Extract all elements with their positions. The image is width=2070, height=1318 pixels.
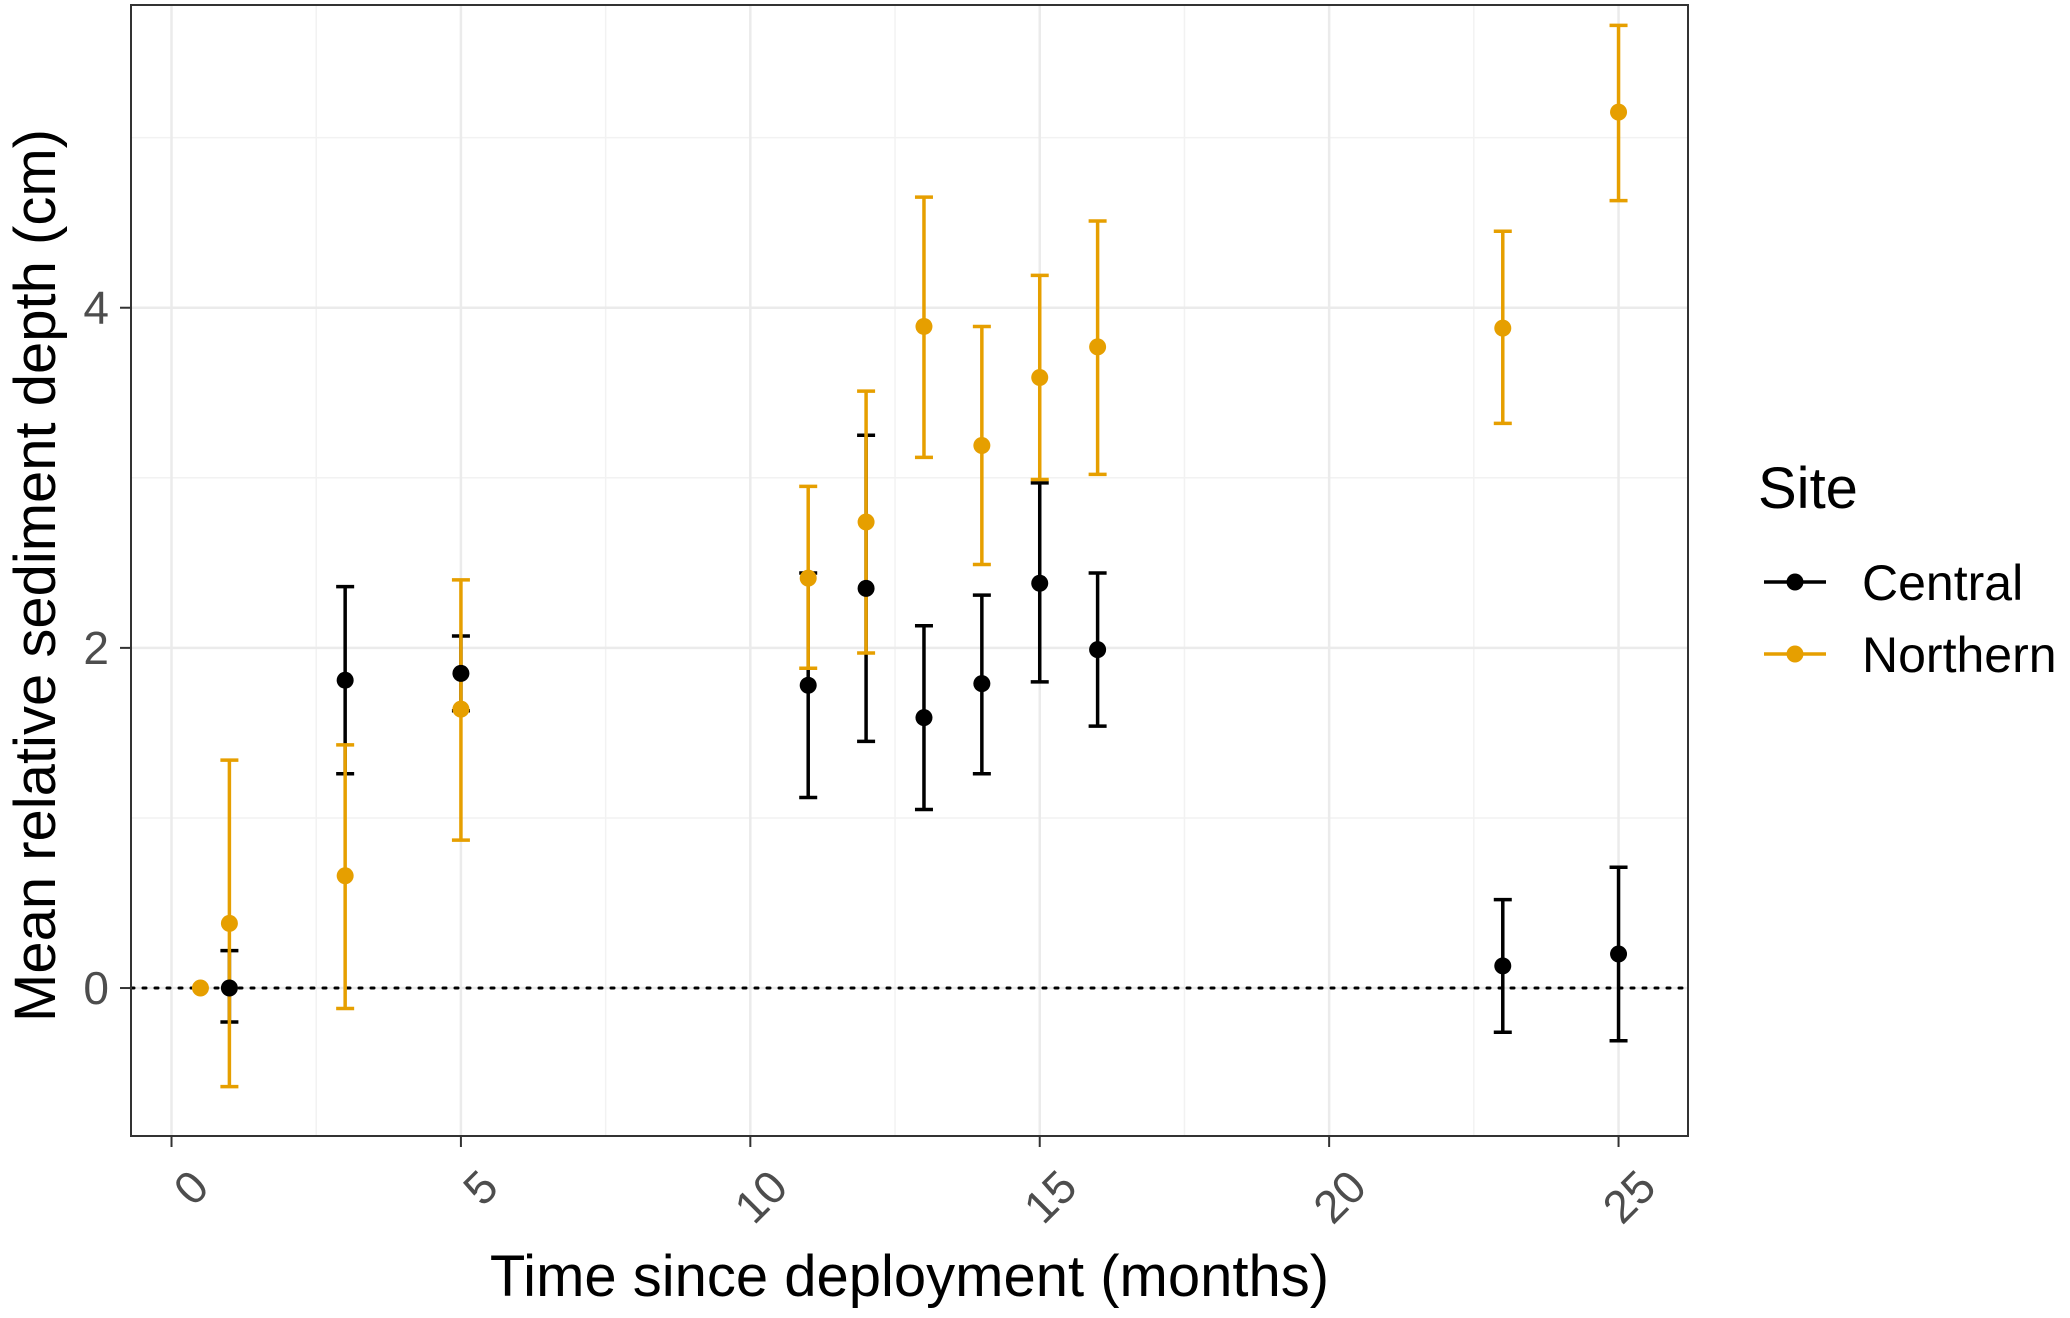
y-tick-label: 0 (83, 962, 109, 1014)
panel-border (130, 4, 1689, 1137)
y-tick-label: 2 (83, 622, 109, 674)
data-point-central (915, 709, 933, 727)
data-point-central (973, 675, 991, 693)
data-point-central (857, 579, 875, 597)
data-point-northern (1089, 338, 1107, 356)
data-point-northern (220, 914, 238, 932)
data-point-central (1089, 641, 1107, 659)
data-point-northern (336, 867, 354, 885)
point-layer (191, 103, 1628, 997)
data-point-central (1031, 574, 1049, 592)
x-tick-label: 10 (724, 1160, 797, 1233)
data-point-northern (452, 700, 470, 718)
x-tick-label: 15 (1014, 1160, 1087, 1233)
data-point-central (220, 979, 238, 997)
x-tick-label: 5 (453, 1160, 508, 1215)
x-axis-title: Time since deployment (months) (490, 1244, 1329, 1309)
grid-layer (131, 5, 1688, 1136)
data-point-northern (915, 317, 933, 335)
data-point-northern (973, 436, 991, 454)
legend-items: Central Northern (1764, 555, 2057, 683)
x-tick-label: 25 (1592, 1160, 1665, 1233)
x-tick-label: 20 (1303, 1160, 1376, 1233)
y-axis-title: Mean relative sediment depth (cm) (3, 129, 68, 1022)
data-point-central (799, 676, 817, 694)
data-point-northern (799, 569, 817, 587)
data-point-northern (1031, 368, 1049, 386)
data-point-central (452, 664, 470, 682)
legend-key-point-northern (1786, 645, 1804, 663)
legend-label-central: Central (1862, 555, 2023, 611)
data-point-central (1494, 957, 1512, 975)
data-point-northern (191, 979, 209, 997)
data-point-northern (1610, 103, 1628, 121)
data-point-northern (857, 513, 875, 531)
axis-layer: 0 5 10 15 20 25 0 2 4 (83, 282, 1665, 1233)
data-point-northern (1494, 319, 1512, 337)
data-point-central (336, 671, 354, 689)
legend: Site Central Northern (1758, 456, 2057, 683)
error-bar-layer (220, 23, 1628, 1089)
legend-key-point-central (1786, 573, 1804, 591)
legend-title: Site (1758, 456, 1858, 521)
x-tick-label: 0 (163, 1160, 218, 1215)
y-tick-label: 4 (83, 282, 109, 334)
data-point-central (1610, 945, 1628, 963)
legend-label-northern: Northern (1862, 627, 2057, 683)
